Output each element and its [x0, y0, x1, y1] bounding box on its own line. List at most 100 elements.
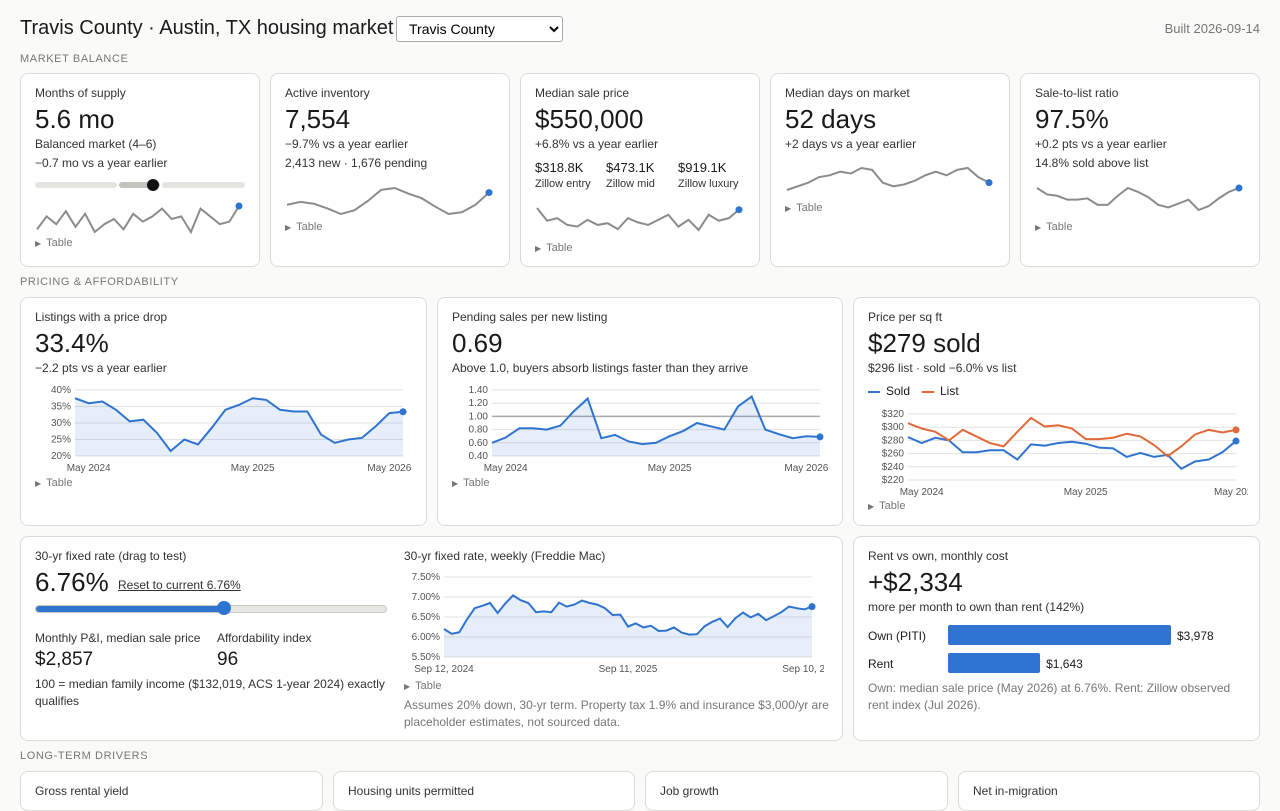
card-active-inventory: Active inventory 7,554 −9.7% vs a year e…	[270, 73, 510, 267]
card-units-permitted: Housing units permitted	[333, 771, 635, 811]
card-value: 7,554	[285, 104, 351, 134]
sparkline-latest-point	[485, 189, 493, 197]
card-value: $279 sold	[868, 328, 981, 358]
series-area	[75, 398, 403, 456]
page-title: Travis County · Austin, TX housing marke…	[20, 17, 394, 39]
y-tick-label: $220	[882, 475, 905, 486]
build-date: Built 2026-09-14	[1164, 21, 1260, 36]
y-tick-label: $300	[882, 422, 905, 433]
y-tick-label: 5.50%	[412, 652, 440, 663]
chart-price-drop: 40% 35% 30% 25% 20%May 2024 May 2025 May 2026	[51, 385, 412, 474]
sparkline-latest-point	[235, 202, 243, 210]
section-market-balance: MARKET BALANCE	[20, 53, 129, 65]
reset-rate-link[interactable]: Reset to current 6.76%	[118, 578, 241, 592]
card-pending-ratio: Pending sales per new listing 0.69 Above…	[437, 297, 843, 526]
rent-own-note: Own: median sale price (May 2026) at 6.7…	[868, 681, 1231, 712]
card-job-growth: Job growth	[645, 771, 948, 811]
table-toggle[interactable]: Table	[404, 680, 441, 692]
table-toggle[interactable]: Table	[1035, 221, 1072, 233]
sparkline-latest-point	[735, 206, 743, 214]
series-area	[492, 396, 820, 456]
series-line	[443, 594, 813, 636]
sparkline-days-on-market	[786, 166, 993, 191]
rate-slider[interactable]	[35, 601, 387, 615]
legend-list: List	[922, 384, 959, 398]
affordability-note: 100 = median family income ($132,019, AC…	[35, 677, 385, 708]
x-tick-label: Sep 11, 2025	[599, 664, 658, 675]
series-latest-point	[808, 603, 816, 611]
y-tick-label: 40%	[51, 385, 71, 396]
card-change: +2 days vs a year earlier	[785, 137, 917, 151]
bar-value-rent: $1,643	[1046, 657, 1083, 671]
x-tick-label: May 2025	[648, 463, 692, 474]
chart-mortgage-rate: 7.50% 7.00% 6.50% 6.00% 5.50%Sep 12, 2024 Sep…	[412, 572, 824, 675]
tier-luxury: $919.1K Zillow luxury	[678, 160, 739, 190]
series-line	[907, 416, 1237, 458]
bar-own	[948, 625, 1171, 645]
bar-rent	[948, 653, 1041, 673]
table-toggle[interactable]: Table	[785, 202, 822, 214]
y-tick-label: 7.50%	[412, 572, 440, 583]
pi-value: $2,857	[35, 649, 94, 670]
y-tick-label: 30%	[51, 418, 71, 429]
card-note: $296 list · sold −6.0% vs list	[868, 361, 1017, 375]
affordability-value: 96	[217, 649, 239, 670]
card-price-drop: Listings with a price drop 33.4% −2.2 pt…	[20, 297, 427, 526]
table-toggle[interactable]: Table	[452, 477, 489, 489]
legend-sold: Sold	[868, 384, 910, 398]
card-rental-yield: Gross rental yield	[20, 771, 323, 811]
table-toggle[interactable]: Table	[285, 221, 322, 233]
sparkline	[286, 186, 490, 216]
card-label: Gross rental yield	[35, 784, 129, 798]
county-select[interactable]: Travis County	[396, 16, 563, 42]
card-value: 6.76%	[35, 567, 109, 597]
card-value: $550,000	[535, 104, 644, 134]
x-tick-label: May 2024	[67, 463, 111, 474]
card-change: +6.8% vs a year earlier	[535, 137, 659, 151]
card-value: 5.6 mo	[35, 104, 115, 134]
y-tick-label: 35%	[51, 402, 71, 413]
series-latest-point	[399, 408, 407, 416]
x-tick-label: May 2024	[484, 463, 528, 474]
series-latest-point	[816, 433, 824, 441]
card-label: Price per sq ft	[868, 310, 943, 324]
y-tick-label: 20%	[51, 451, 71, 462]
series-line	[74, 397, 404, 453]
table-toggle[interactable]: Table	[868, 500, 905, 512]
card-note: Balanced market (4–6)	[35, 137, 157, 151]
series-latest-point	[1232, 426, 1240, 434]
sparkline	[1036, 186, 1240, 212]
sparkline	[786, 166, 990, 191]
y-tick-label: 1.40	[469, 385, 489, 396]
table-toggle[interactable]: Table	[35, 237, 72, 249]
x-tick-label: Sep 10, 2026	[782, 664, 824, 675]
section-drivers: LONG-TERM DRIVERS	[20, 750, 149, 762]
table-toggle[interactable]: Table	[35, 477, 72, 489]
card-days-on-market: Median days on market 52 days +2 days vs…	[770, 73, 1010, 267]
card-value: +$2,334	[868, 567, 963, 597]
rate-slider-knob[interactable]	[217, 601, 231, 615]
bar-value-own: $3,978	[1177, 629, 1214, 643]
sparkline-median-sale-price	[536, 206, 743, 232]
table-toggle[interactable]: Table	[535, 242, 572, 254]
sparkline-active-inventory	[286, 186, 493, 216]
card-change: −2.2 pts vs a year earlier	[35, 361, 167, 375]
y-tick-label: 1.00	[469, 411, 489, 422]
affordability-label: Affordability index	[217, 631, 312, 645]
section-pricing: PRICING & AFFORDABILITY	[20, 276, 179, 288]
y-tick-label: 25%	[51, 435, 71, 446]
header: Travis County · Austin, TX housing marke…	[20, 14, 1260, 44]
card-change: −9.7% vs a year earlier	[285, 137, 409, 151]
y-tick-label: $280	[882, 435, 905, 446]
card-note: 14.8% sold above list	[1035, 156, 1149, 170]
x-tick-label: May 2026	[367, 463, 411, 474]
rate-slider-fill	[36, 606, 224, 612]
bar-label-rent: Rent	[868, 657, 894, 671]
card-price-sqft: Price per sq ft $279 sold $296 list · so…	[853, 297, 1260, 526]
card-change: −0.7 mo vs a year earlier	[35, 156, 168, 170]
card-value: 97.5%	[1035, 104, 1109, 134]
card-sale-to-list: Sale-to-list ratio 97.5% +0.2 pts vs a y…	[1020, 73, 1260, 267]
x-tick-label: May 2025	[1064, 487, 1108, 498]
